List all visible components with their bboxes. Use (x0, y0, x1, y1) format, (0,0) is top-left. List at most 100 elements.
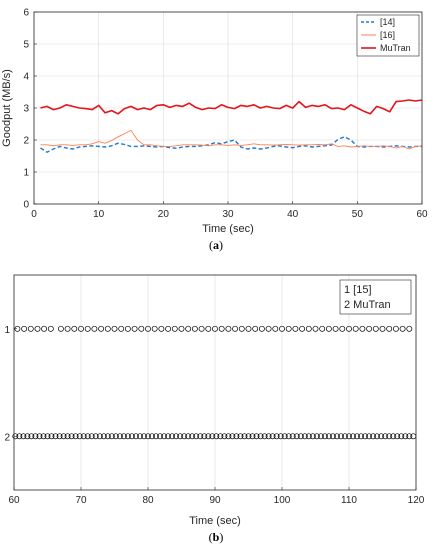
marker-series-2 (32, 433, 39, 440)
panel-label-b-letter: b (213, 530, 220, 544)
marker-series-2 (177, 433, 184, 440)
legend-label-mutran: MuTran (380, 43, 411, 53)
marker-series-2 (225, 433, 232, 440)
marker-series-2 (20, 433, 27, 440)
marker-series-2 (241, 433, 248, 440)
marker-series-2 (358, 433, 365, 440)
marker-series-2 (137, 433, 143, 440)
marker-series-2 (402, 433, 409, 440)
marker-series-2 (342, 433, 348, 440)
legend-box-b (339, 279, 412, 315)
ticks-a: 0 10 20 30 40 50 60 0 1 2 3 4 5 6 (23, 8, 428, 221)
marker-series-2 (289, 433, 296, 440)
marker-series-2 (265, 433, 272, 440)
ticks-b: 60 70 80 90 100 110 120 1 2 (4, 325, 424, 506)
marker-series-2 (281, 433, 288, 440)
x-tick-label-b: 80 (142, 495, 154, 506)
marker-series-2 (354, 433, 360, 440)
marker-series-2 (173, 433, 180, 440)
marker-series-2 (157, 433, 164, 440)
marker-series-2 (321, 433, 328, 440)
marker-series-2 (362, 433, 369, 440)
marker-series-1 (104, 325, 111, 332)
marker-series-2 (333, 433, 340, 440)
marker-series-2 (96, 433, 103, 440)
marker-series-1 (118, 325, 125, 332)
marker-series-1 (238, 325, 245, 332)
marker-series-1 (111, 325, 118, 332)
marker-series-2 (382, 433, 389, 440)
marker-series-2 (92, 433, 99, 440)
marker-series-2 (193, 433, 200, 440)
marker-series-1 (379, 325, 386, 332)
marker-series-1 (225, 325, 232, 332)
marker-series-2 (44, 433, 51, 440)
y-tick-label-a: 5 (23, 40, 29, 51)
x-tick-label-b: 70 (75, 495, 87, 506)
marker-series-2 (329, 433, 336, 440)
y-tick-label-a: 6 (23, 8, 29, 19)
marker-series-2 (394, 433, 401, 440)
marker-series-1 (279, 325, 285, 332)
marker-series-1 (165, 325, 172, 332)
x-tick-label-b: 60 (8, 495, 20, 506)
marker-series-2 (313, 433, 320, 440)
marker-series-2 (285, 433, 292, 440)
x-tick-label-a: 40 (287, 209, 299, 220)
marker-series-2 (277, 433, 284, 440)
marker-series-1 (406, 325, 413, 332)
marker-series-1 (232, 325, 239, 332)
marker-series-1 (352, 325, 359, 332)
series-lines-a (40, 99, 423, 153)
marker-series-2 (145, 433, 151, 440)
marker-series-1 (64, 325, 71, 332)
y-tick-label-a: 2 (23, 136, 29, 147)
marker-series-2 (76, 433, 83, 440)
marker-series-2 (257, 433, 264, 440)
marker-series-1 (98, 325, 105, 332)
marker-series-2 (141, 433, 147, 440)
marker-series-1 (198, 325, 205, 332)
marker-series-1 (41, 325, 48, 332)
x-tick-label-a: 20 (158, 209, 170, 220)
marker-series-1 (265, 325, 272, 332)
marker-series-1 (178, 325, 185, 332)
marker-series-2 (213, 433, 220, 440)
series-line-16 (40, 129, 423, 150)
x-tick-label-b: 90 (209, 495, 221, 506)
x-tick-label-a: 0 (31, 209, 37, 220)
marker-series-1 (171, 325, 178, 332)
legend-line-2: 2 MuTran (344, 299, 391, 311)
marker-series-1 (124, 325, 131, 332)
marker-series-1 (292, 325, 299, 332)
marker-series-2 (189, 433, 196, 440)
marker-series-1 (325, 325, 332, 332)
marker-series-2 (390, 433, 397, 440)
marker-series-2 (132, 433, 139, 440)
marker-series-2 (116, 433, 123, 440)
marker-series-2 (209, 433, 216, 440)
marker-series-1 (185, 325, 192, 332)
marker-series-2 (165, 433, 172, 440)
marker-series-2 (185, 433, 192, 440)
marker-series-1 (272, 325, 279, 332)
chart-panel-b: 60 70 80 90 100 110 120 1 2 Time (sec) 1 [15] 2 … (4, 274, 425, 544)
marker-series-2 (293, 433, 300, 440)
marker-series-2 (197, 433, 204, 440)
marker-series-2 (273, 433, 280, 440)
marker-series-1 (319, 325, 326, 332)
marker-series-1 (84, 325, 91, 332)
marker-series-2 (149, 433, 155, 440)
marker-series-1 (258, 325, 265, 332)
marker-series-2 (100, 433, 107, 440)
marker-series-2 (253, 433, 260, 440)
marker-series-2 (124, 433, 131, 440)
marker-series-1 (91, 325, 98, 332)
marker-series-2 (317, 433, 324, 440)
marker-series-1 (21, 325, 28, 332)
x-axis-label-a: Time (sec) (202, 223, 254, 235)
marker-series-1 (299, 325, 306, 332)
marker-series-2 (386, 433, 393, 440)
marker-series-1 (346, 325, 352, 332)
series-line-mutran (40, 99, 423, 115)
